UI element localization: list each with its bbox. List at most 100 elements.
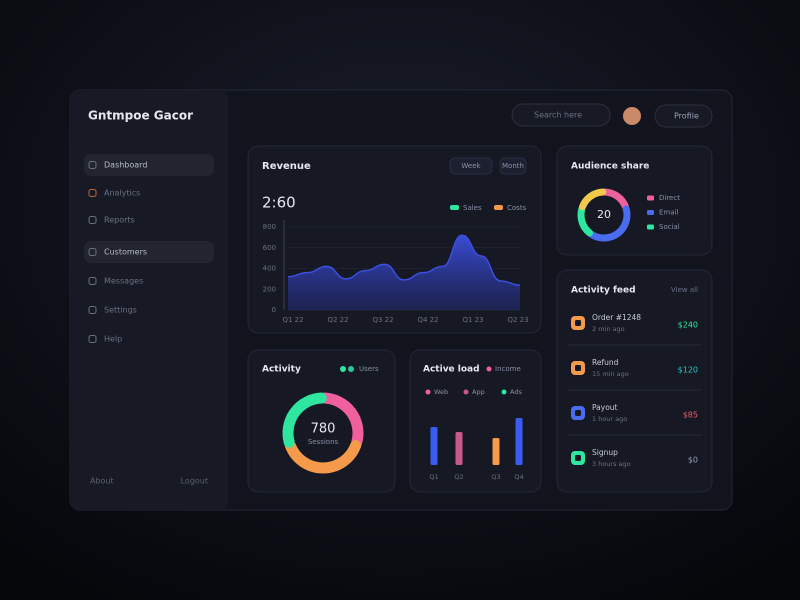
donut-segment xyxy=(319,392,364,448)
card-title: Audience share xyxy=(571,162,649,172)
search-placeholder: Search here xyxy=(534,111,582,120)
legend-label: Users xyxy=(359,365,379,373)
feed-subtitle: 2 min ago xyxy=(592,325,625,333)
nav-item[interactable]: Dashboard xyxy=(104,161,147,170)
feed-subtitle: 3 hours ago xyxy=(592,460,631,468)
legend-swatch xyxy=(494,205,503,210)
feed-icon-inner xyxy=(575,410,581,416)
nav-icon xyxy=(88,248,97,256)
y-tick-label: 0 xyxy=(272,306,276,314)
feed-title: Payout xyxy=(592,403,618,412)
nav-item[interactable]: Customers xyxy=(104,248,147,257)
donut-subtitle: Sessions xyxy=(308,438,339,446)
feed-icon-inner xyxy=(575,365,581,371)
nav-item[interactable]: Help xyxy=(104,335,122,344)
bar xyxy=(455,432,463,465)
filter-label[interactable]: Month xyxy=(502,162,524,170)
nav-item[interactable]: Settings xyxy=(104,306,137,315)
legend-dot xyxy=(340,366,346,372)
feed-title: Order #1248 xyxy=(592,313,641,322)
x-tick-label: Q4 xyxy=(514,473,523,481)
legend-label: Income xyxy=(495,365,521,373)
card-title: Activity feed xyxy=(571,286,636,296)
nav-item[interactable]: Messages xyxy=(104,277,143,286)
x-tick-label: Q1 23 xyxy=(462,316,483,324)
legend-dot xyxy=(348,366,354,372)
profile-button[interactable] xyxy=(654,104,713,128)
y-tick-label: 600 xyxy=(263,244,276,252)
nav-icon xyxy=(88,216,97,224)
x-tick-label: Q3 22 xyxy=(372,316,393,324)
legend-label: Sales xyxy=(463,204,482,212)
legend-label: Email xyxy=(659,209,678,217)
donut-segment xyxy=(601,188,629,211)
nav-icon xyxy=(88,335,97,343)
x-tick-label: Q1 xyxy=(429,473,438,481)
profile-label[interactable]: Profile xyxy=(674,112,699,121)
feed-title: Refund xyxy=(592,358,619,367)
donut-segment xyxy=(577,205,594,237)
avatar[interactable] xyxy=(623,107,641,125)
filter-button[interactable] xyxy=(449,157,493,175)
bar xyxy=(492,438,500,465)
nav-icon xyxy=(88,306,97,314)
feed-icon-inner xyxy=(575,455,581,461)
card xyxy=(556,269,713,493)
donut-center: 20 xyxy=(597,208,611,221)
filter-button[interactable] xyxy=(499,157,527,175)
x-tick-label: Q2 xyxy=(454,473,463,481)
app-title: Gntmpoe Gacor xyxy=(88,109,193,123)
y-tick-label: 200 xyxy=(263,285,276,293)
nav-highlight xyxy=(84,241,214,263)
x-tick-label: Q2 23 xyxy=(507,316,528,324)
donut-segment xyxy=(587,205,631,242)
donut-segment xyxy=(282,392,327,448)
feed-subtitle: 15 min ago xyxy=(592,370,629,378)
legend-label: Ads xyxy=(510,388,522,396)
nav-item[interactable]: Reports xyxy=(104,216,135,225)
x-tick-label: Q4 22 xyxy=(417,316,438,324)
donut-center: 780 xyxy=(311,422,336,437)
donut-segment xyxy=(579,188,607,211)
sidebar-footer[interactable]: About xyxy=(90,477,114,486)
legend-dot xyxy=(425,389,431,395)
y-tick-label: 400 xyxy=(263,265,276,273)
total-value: 2:60 xyxy=(262,194,296,212)
sidebar xyxy=(70,90,228,510)
search-box[interactable] xyxy=(511,103,611,127)
bar xyxy=(430,427,438,465)
legend-dot xyxy=(501,389,507,395)
donut-segment xyxy=(284,439,362,474)
legend-label: Social xyxy=(659,223,680,231)
card xyxy=(556,145,713,256)
nav-icon xyxy=(88,189,97,197)
feed-amount: $240 xyxy=(678,321,698,330)
card-title: Revenue xyxy=(262,161,311,172)
card-title: Active load xyxy=(423,365,480,375)
legend-swatch xyxy=(647,195,654,201)
feed-subtitle: 1 hour ago xyxy=(592,415,627,423)
legend-swatch xyxy=(450,205,459,210)
x-tick-label: Q3 xyxy=(491,473,500,481)
legend-dot xyxy=(486,366,492,372)
bar xyxy=(515,418,523,465)
nav-item[interactable]: Analytics xyxy=(104,189,140,198)
filter-label[interactable]: Week xyxy=(461,162,481,170)
card-title: Activity xyxy=(262,365,301,375)
link[interactable]: View all xyxy=(671,286,698,294)
area-line xyxy=(287,234,521,286)
legend-label: Web xyxy=(434,388,448,396)
feed-amount: $120 xyxy=(678,366,698,375)
sidebar-footer[interactable]: Logout xyxy=(181,477,208,486)
legend-label: Costs xyxy=(507,204,527,212)
feed-amount: $0 xyxy=(688,456,698,465)
feed-title: Signup xyxy=(592,448,618,457)
feed-amount: $85 xyxy=(683,411,698,420)
x-tick-label: Q1 22 xyxy=(282,316,303,324)
nav-icon xyxy=(88,161,97,169)
legend-swatch xyxy=(647,224,654,230)
card xyxy=(247,349,396,493)
legend-swatch xyxy=(647,210,654,215)
